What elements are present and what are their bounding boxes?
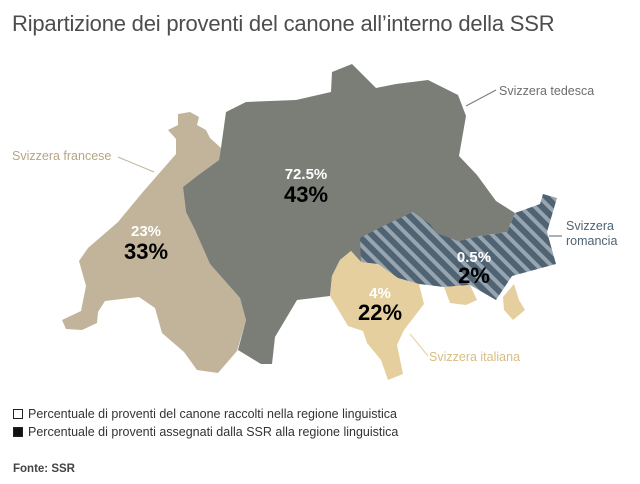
legend-item-collected: Percentuale di proventi del canone racco…	[13, 407, 397, 421]
label-svizzera-tedesca: Svizzera tedesca	[499, 84, 594, 98]
italiana-assigned-percent: 22%	[358, 300, 402, 325]
region-svizzera-francese	[62, 112, 246, 373]
tedesca-assigned-percent: 43%	[284, 182, 328, 207]
francese-assigned-percent: 33%	[124, 239, 168, 264]
label-svizzera-romancia-line2: romancia	[566, 234, 617, 248]
region-svizzera-romancia	[360, 194, 557, 300]
region-svizzera-tedesca	[183, 64, 515, 364]
region-svizzera-italiana-valley	[444, 285, 477, 305]
francese-collected-percent: 23%	[131, 223, 161, 240]
map-title: Ripartizione dei proventi del canone all…	[12, 11, 555, 36]
romancia-assigned-percent: 2%	[458, 263, 490, 288]
label-svizzera-romancia-line1: Svizzera	[566, 219, 614, 233]
legend-item-assigned: Percentuale di proventi assegnati dalla …	[13, 425, 398, 439]
legend-empty-box-icon	[13, 409, 23, 419]
leader-line-francese	[117, 156, 155, 173]
leader-line-tedesca	[465, 89, 497, 107]
legend-filled-box-icon	[13, 427, 23, 437]
legend-assigned-text: Percentuale di proventi assegnati dalla …	[28, 425, 399, 439]
tedesca-collected-percent: 72.5%	[285, 166, 328, 183]
leader-line-italiana	[409, 333, 429, 357]
legend-collected-text: Percentuale di proventi del canone racco…	[28, 407, 397, 421]
region-svizzera-italiana-poschiavo	[503, 284, 525, 320]
source-note: Fonte: SSR	[13, 463, 75, 475]
label-svizzera-francese: Svizzera francese	[12, 149, 111, 163]
romancia-collected-percent: 0.5%	[457, 249, 491, 266]
italiana-collected-percent: 4%	[369, 285, 391, 302]
region-svizzera-italiana	[330, 251, 424, 380]
label-svizzera-italiana: Svizzera italiana	[429, 350, 520, 364]
